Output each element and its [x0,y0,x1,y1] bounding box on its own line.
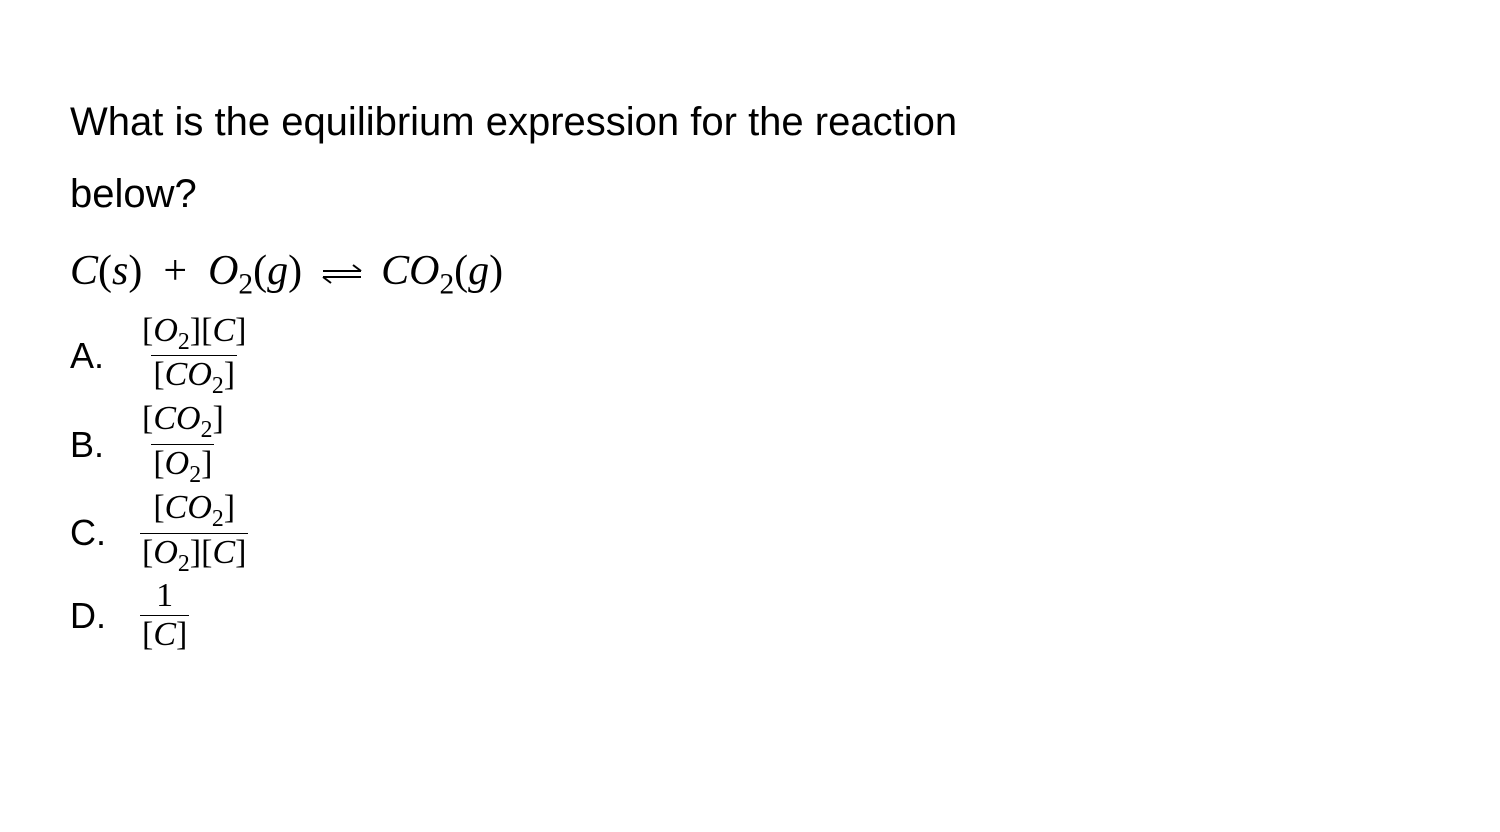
question-line-2: below? [70,162,1430,226]
question-line-1: What is the equilibrium expression for t… [70,90,1430,154]
option-letter-b: B. [70,424,140,466]
option-b-numerator: [CO2] [140,401,226,444]
option-d-fraction: 1 [C] [140,578,189,652]
reactant-o2: O [208,248,238,294]
option-d-denominator: [C] [140,615,189,653]
o2-subscript: 2 [238,268,253,300]
option-a[interactable]: A. [O2][C] [CO2] [70,313,1430,400]
option-a-denominator: [CO2] [151,355,237,399]
option-letter-d: D. [70,595,140,637]
question-container: What is the equilibrium expression for t… [0,0,1500,653]
product-co2: CO [381,248,439,294]
option-c[interactable]: C. [CO2] [O2][C] [70,490,1430,577]
equilibrium-arrows-icon [319,249,365,299]
option-c-numerator: [CO2] [151,490,237,533]
option-a-fraction: [O2][C] [CO2] [140,313,248,400]
option-b-denominator: [O2] [151,444,214,488]
co2-subscript: 2 [439,268,454,300]
answer-options: A. [O2][C] [CO2] B. [CO2] [O2] C. [CO2] … [70,313,1430,653]
chemical-equation: C(s) + O2(g) CO2(g) [70,246,1430,303]
option-c-fraction: [CO2] [O2][C] [140,490,248,577]
option-c-denominator: [O2][C] [140,533,248,577]
state-g2: g [468,248,489,294]
option-letter-a: A. [70,335,140,377]
state-s: s [112,248,128,294]
option-letter-c: C. [70,512,140,554]
option-b-fraction: [CO2] [O2] [140,401,226,488]
option-b[interactable]: B. [CO2] [O2] [70,401,1430,488]
option-d[interactable]: D. 1 [C] [70,578,1430,652]
state-g1: g [267,248,288,294]
option-a-numerator: [O2][C] [140,313,248,356]
option-d-numerator: 1 [154,578,175,615]
reactant-c: C [70,248,98,294]
plus-sign: + [153,248,198,294]
